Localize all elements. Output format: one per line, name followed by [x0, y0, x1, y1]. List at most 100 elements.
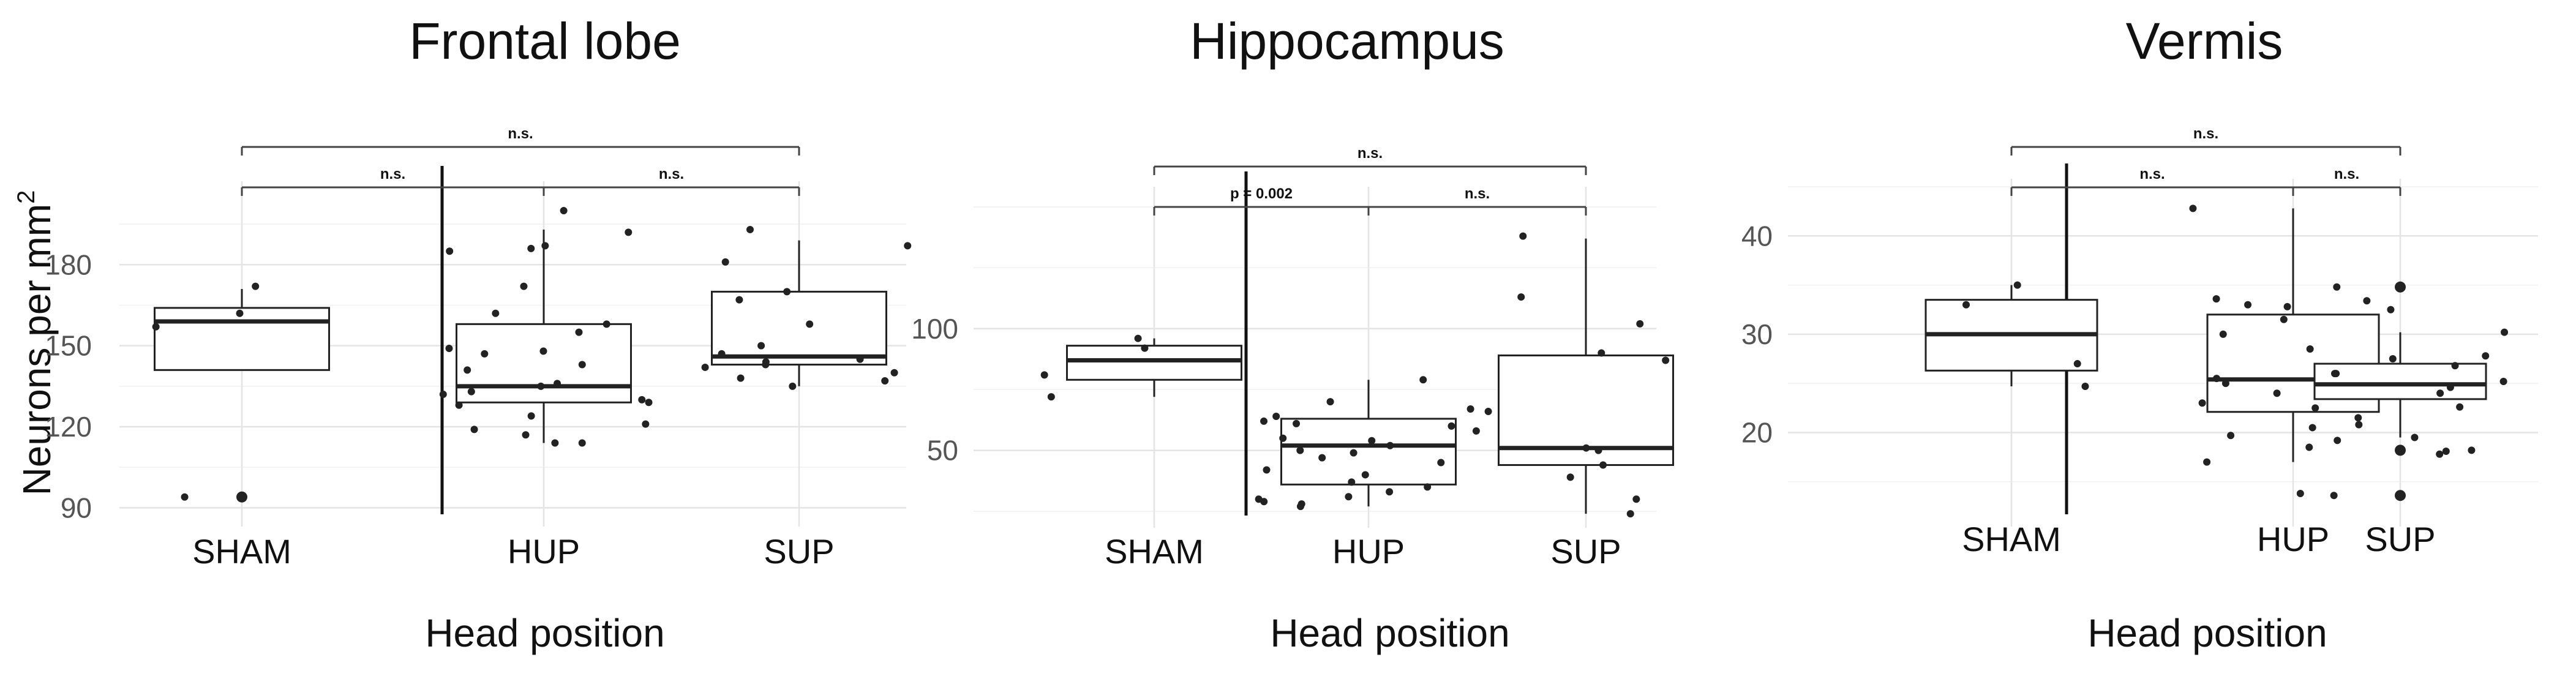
- y-axis-label: Neurons per mm2: [13, 190, 59, 496]
- data-point: [575, 328, 583, 336]
- data-point: [2354, 414, 2362, 422]
- data-point: [2244, 301, 2252, 309]
- significance-label: n.s.: [2193, 126, 2218, 142]
- data-point: [721, 258, 729, 266]
- data-point: [446, 247, 454, 255]
- data-point: [2436, 450, 2444, 458]
- data-point: [1386, 488, 1394, 496]
- data-point: [2468, 446, 2476, 454]
- chart-panel-3: Vermis 20 30 40 n.s. n.s. n.s. SHAM HUP SUP Head p…: [1741, 12, 2538, 655]
- data-point: [2334, 437, 2341, 445]
- box-outlier-point: [2395, 445, 2406, 456]
- data-point: [1419, 376, 1427, 384]
- data-point: [2013, 281, 2021, 289]
- data-point: [1318, 454, 1326, 462]
- box-outlier-point: [236, 491, 247, 503]
- data-point: [1962, 301, 1970, 309]
- chart-title: Frontal lobe: [409, 12, 681, 70]
- data-point: [789, 382, 797, 390]
- data-point: [2308, 424, 2316, 432]
- data-point: [152, 323, 160, 331]
- data-point: [1466, 405, 1474, 413]
- data-point: [2501, 328, 2509, 336]
- x-category-label: HUP: [1332, 532, 1405, 571]
- data-point: [783, 288, 791, 296]
- data-point: [1141, 344, 1149, 352]
- significance-label: n.s.: [659, 166, 684, 182]
- box-iqr: [1066, 345, 1242, 381]
- data-point: [2311, 404, 2319, 412]
- data-point: [2280, 315, 2288, 323]
- y-axis-label-superscript: 2: [13, 190, 40, 204]
- data-point: [890, 369, 898, 377]
- x-category-label: HUP: [508, 532, 580, 571]
- data-point: [1272, 412, 1280, 420]
- data-point: [1472, 427, 1480, 435]
- chart-title: Hippocampus: [1190, 12, 1504, 70]
- data-point: [1484, 408, 1492, 416]
- data-point: [560, 207, 568, 215]
- data-point: [1361, 471, 1369, 479]
- data-point: [645, 399, 653, 407]
- data-point: [1626, 510, 1634, 518]
- data-point: [439, 391, 447, 399]
- data-point: [2389, 355, 2397, 363]
- data-point: [2499, 377, 2507, 385]
- data-point: [1437, 459, 1445, 467]
- data-point: [2456, 403, 2464, 411]
- data-point: [1260, 498, 1268, 506]
- chart-panel-2: Hippocampus 50 100 n.s. p = 0.002 n.s. SHAM HUP…: [911, 12, 1674, 655]
- data-point: [1040, 371, 1048, 379]
- data-point: [1662, 356, 1670, 364]
- data-point: [520, 282, 528, 290]
- data-point: [735, 296, 743, 304]
- data-point: [470, 426, 478, 433]
- data-point: [492, 309, 500, 317]
- significance-label: n.s.: [508, 126, 533, 142]
- data-point: [2296, 490, 2304, 498]
- chart-panel-1: Frontal lobe 90 120 150 180 n.s. n.s. n.s. SHAM H…: [45, 12, 912, 655]
- data-point: [554, 380, 561, 388]
- data-point: [2189, 204, 2197, 212]
- data-point: [806, 320, 814, 328]
- data-point: [2198, 399, 2206, 407]
- data-point: [1599, 461, 1607, 469]
- y-tick-label: 90: [61, 492, 92, 523]
- data-point: [603, 320, 610, 328]
- box-outlier-point: [2395, 281, 2406, 293]
- data-point: [464, 366, 471, 374]
- data-point: [642, 420, 650, 428]
- data-point: [757, 342, 765, 350]
- data-point: [746, 225, 754, 233]
- data-point: [1279, 434, 1287, 442]
- data-point: [481, 350, 489, 358]
- data-point: [856, 355, 864, 363]
- data-point: [737, 374, 745, 382]
- data-point: [2203, 458, 2211, 466]
- data-point: [467, 388, 475, 396]
- data-point: [1636, 320, 1644, 328]
- significance-label: n.s.: [380, 166, 405, 182]
- data-point: [1519, 232, 1527, 240]
- significance-label: p = 0.002: [1230, 186, 1293, 202]
- data-point: [762, 361, 770, 369]
- y-tick-label: 20: [1741, 416, 1773, 448]
- x-category-label: SUP: [1550, 532, 1621, 571]
- x-category-label: SHAM: [1105, 532, 1204, 571]
- data-point: [1350, 449, 1357, 457]
- x-category-label: SUP: [764, 532, 834, 571]
- x-category-label: SUP: [2365, 520, 2435, 558]
- box-outlier-point: [2395, 490, 2406, 501]
- data-point: [1348, 478, 1356, 486]
- data-point: [904, 242, 912, 250]
- y-tick-label: 120: [45, 411, 92, 443]
- data-point: [701, 363, 709, 371]
- data-point: [2273, 389, 2281, 397]
- data-point: [1582, 444, 1590, 452]
- x-category-label: SHAM: [1962, 520, 2061, 558]
- data-point: [2227, 432, 2235, 440]
- data-point: [2073, 360, 2081, 368]
- data-point: [539, 347, 547, 355]
- y-tick-label: 30: [1741, 318, 1773, 350]
- data-point: [2330, 492, 2338, 500]
